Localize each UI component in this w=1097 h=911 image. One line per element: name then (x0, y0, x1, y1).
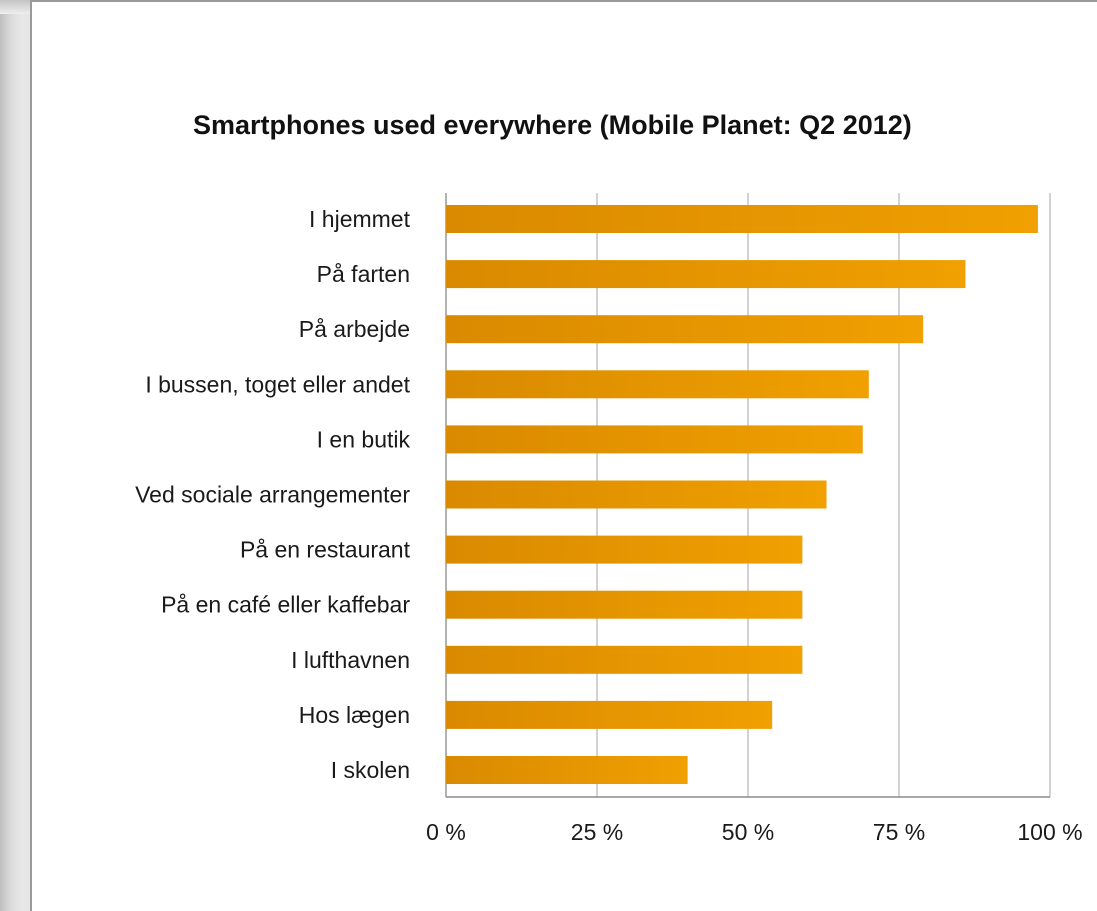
x-tick-label: 75 % (873, 819, 925, 845)
bar (446, 590, 803, 619)
bar (446, 315, 924, 344)
bar (446, 260, 966, 289)
bar (446, 645, 803, 674)
category-label: I hjemmet (309, 206, 411, 232)
x-tick-label: 50 % (722, 819, 774, 845)
category-label: I bussen, toget eller andet (145, 371, 410, 397)
bar (446, 756, 688, 784)
bar (446, 700, 773, 729)
category-label: I lufthavnen (291, 647, 410, 673)
category-label: I skolen (331, 757, 410, 783)
category-label: Ved sociale arrangementer (135, 482, 410, 508)
category-label: På arbejde (299, 316, 410, 342)
bar (446, 370, 869, 399)
x-tick-label: 100 % (1017, 819, 1082, 845)
chart-title: Smartphones used everywhere (Mobile Plan… (193, 110, 912, 140)
x-axis: 0 % 25 % 50 % 75 % 100 % (426, 796, 1083, 845)
category-labels: I hjemmet På farten På arbejde I bussen, to… (135, 206, 410, 783)
category-label: På en café eller kaffebar (161, 592, 410, 618)
category-label: På en restaurant (240, 537, 411, 563)
bar (446, 480, 827, 509)
bar (446, 535, 803, 564)
bar (446, 205, 1038, 233)
category-label: På farten (317, 261, 410, 287)
bar (446, 425, 863, 454)
bars (446, 205, 1038, 784)
x-tick-label: 25 % (571, 819, 623, 845)
category-label: I en butik (317, 426, 411, 452)
category-label: Hos lægen (299, 702, 410, 728)
x-tick-label: 0 % (426, 819, 466, 845)
